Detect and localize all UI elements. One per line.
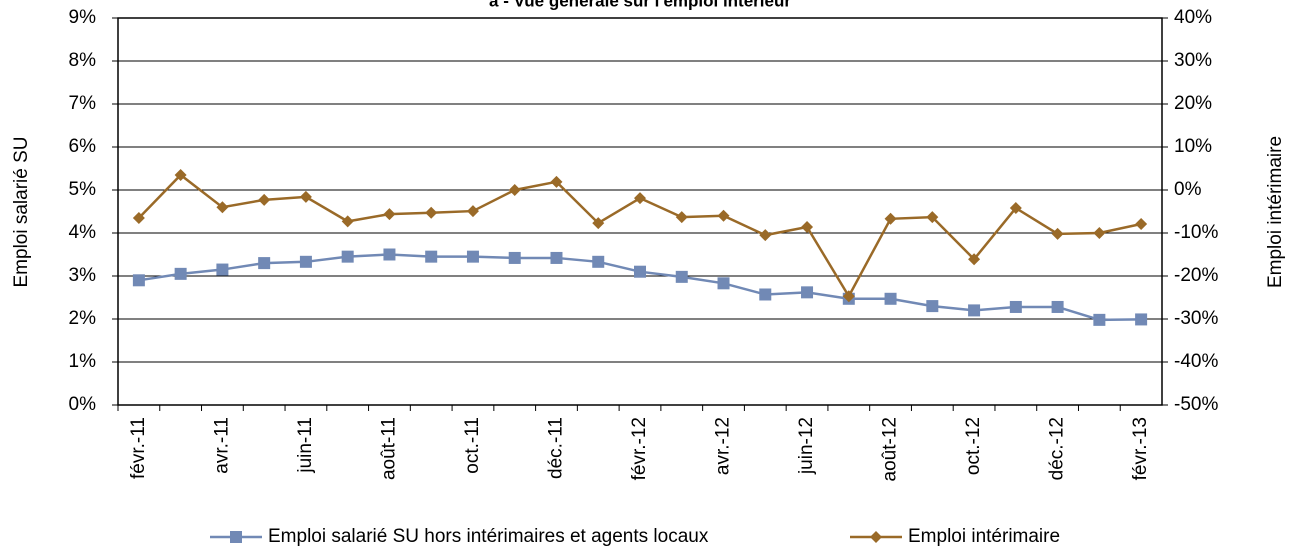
marker (926, 211, 939, 224)
marker (383, 208, 396, 221)
x-tick-label: août-11 (378, 417, 399, 480)
marker (132, 274, 145, 287)
x-tick-label: oct.-11 (462, 417, 483, 474)
y2-tick-label: -30% (1174, 308, 1218, 329)
x-tick-label: févr.-11 (128, 417, 149, 479)
legend-label: Emploi intérimaire (908, 526, 1060, 547)
y-tick-label: 2% (69, 308, 97, 329)
marker (341, 215, 354, 228)
marker (634, 192, 646, 205)
y-tick-label: 3% (69, 265, 97, 286)
marker (884, 212, 897, 225)
marker (230, 531, 242, 543)
marker (1009, 202, 1022, 215)
x-tick-label: juin-11 (295, 417, 316, 474)
x-tick-label: déc.-12 (1047, 417, 1068, 480)
marker (870, 531, 882, 543)
marker (968, 304, 981, 317)
marker (675, 270, 688, 283)
y-axis-title: Emploi salarié SU (11, 137, 32, 288)
marker (132, 211, 145, 224)
y2-tick-label: -50% (1174, 394, 1218, 415)
marker (1051, 227, 1064, 240)
y-tick-label: 9% (69, 7, 97, 28)
marker (466, 250, 479, 263)
marker (968, 253, 981, 266)
marker (258, 193, 271, 206)
y2-tick-label: 20% (1174, 93, 1212, 114)
marker (174, 267, 187, 280)
marker (550, 251, 563, 264)
marker (926, 300, 939, 313)
x-tick-label: août-12 (880, 417, 901, 481)
marker (634, 265, 646, 278)
marker (1135, 217, 1148, 230)
marker (884, 292, 897, 305)
y2-tick-label: 0% (1174, 179, 1202, 200)
marker (425, 206, 438, 219)
y-tick-label: 4% (69, 222, 97, 243)
y-tick-label: 5% (69, 179, 97, 200)
marker (1051, 300, 1064, 313)
y2-tick-label: -40% (1174, 351, 1218, 372)
legend-label: Emploi salarié SU hors intérimaires et a… (268, 526, 709, 547)
y-tick-label: 0% (69, 394, 97, 415)
marker (1135, 313, 1148, 326)
marker (759, 229, 772, 242)
marker (717, 209, 730, 222)
marker (801, 220, 814, 233)
y2-tick-label: 40% (1174, 7, 1212, 28)
y-tick-label: 7% (69, 93, 97, 114)
x-tick-label: juin-12 (796, 417, 817, 475)
x-tick-label: oct.-12 (963, 417, 984, 475)
marker (216, 201, 229, 214)
plot-frame (117, 17, 1163, 406)
x-tick-label: avr.-11 (211, 417, 232, 474)
marker (801, 286, 814, 299)
marker (508, 251, 521, 264)
marker (466, 205, 479, 218)
marker (717, 277, 730, 290)
y2-tick-label: 30% (1174, 50, 1212, 71)
marker (592, 255, 605, 268)
marker (174, 168, 187, 181)
marker (1009, 300, 1022, 313)
marker (425, 250, 438, 263)
chart-title: a - Vue générale sur l'emploi intérieur (489, 0, 791, 10)
marker (592, 217, 605, 230)
marker (1093, 227, 1106, 239)
y-tick-label: 8% (69, 50, 97, 71)
x-tick-label: févr.-12 (629, 417, 650, 480)
marker (299, 190, 312, 203)
marker (842, 290, 855, 303)
y2-tick-label: 10% (1174, 136, 1212, 157)
x-tick-label: avr.-12 (713, 417, 734, 475)
marker (1093, 313, 1106, 326)
marker (508, 184, 521, 196)
marker (258, 257, 271, 270)
x-tick-label: déc.-11 (545, 417, 566, 479)
marker (759, 288, 772, 301)
y-tick-label: 6% (69, 136, 97, 157)
marker (675, 211, 688, 224)
marker (341, 250, 354, 263)
marker (299, 255, 312, 268)
marker (550, 175, 563, 188)
marker (216, 263, 229, 276)
y2-tick-label: -20% (1174, 265, 1218, 286)
y-tick-label: 1% (69, 351, 97, 372)
x-tick-label: févr.-13 (1130, 417, 1151, 480)
y2-axis-title: Emploi intérimaire (1265, 136, 1286, 288)
marker (383, 248, 396, 261)
series-line (138, 253, 1142, 322)
y2-tick-label: -10% (1174, 222, 1218, 243)
